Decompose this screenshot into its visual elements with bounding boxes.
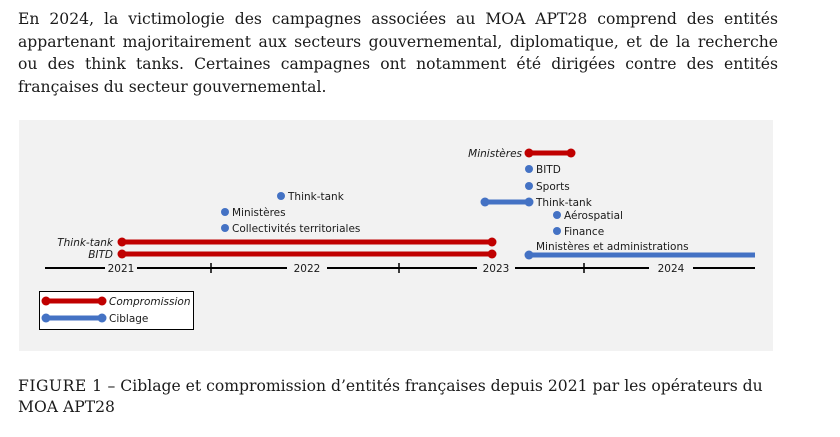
bar-start-dot (117, 249, 127, 259)
timeline-axis: 2021 2022 2023 2024 (45, 263, 755, 275)
point-bitd-2023: BITD (525, 164, 561, 176)
ciblage-dot (525, 182, 533, 190)
bar-end-dot (566, 148, 576, 158)
point-label: Sports (536, 181, 570, 193)
caption-label: FIGURE 1 (18, 377, 103, 395)
bar-thinktank-2023: Think-tank (480, 197, 593, 209)
legend-label-compromission: Compromission (109, 296, 190, 308)
bar-thinktank-2021: Think-tank (57, 237, 497, 249)
point-thinktank-2022: Think-tank (277, 191, 345, 203)
legend-dot (41, 296, 51, 306)
year-label-2024: 2024 (658, 263, 685, 275)
ciblage-dot (221, 208, 229, 216)
point-finance-2023: Finance (553, 226, 604, 238)
bar-bitd-2021: BITD (88, 249, 497, 261)
figure-caption: FIGURE 1 – Ciblage et compromission d’en… (18, 376, 778, 418)
legend-dot (41, 313, 51, 323)
point-label: Ministères (232, 207, 286, 219)
point-label: Collectivités territoriales (232, 223, 360, 235)
year-label-2022: 2022 (294, 263, 321, 275)
ciblage-dot (221, 224, 229, 232)
timeline-svg: 2021 2022 2023 2024 Think-tank BITD Thin… (39, 148, 755, 330)
point-label: Aérospatial (564, 210, 623, 222)
legend-dot (97, 296, 107, 306)
bar-start-dot (117, 237, 127, 247)
point-label: Finance (564, 226, 604, 238)
bar-label: Ministères (468, 148, 522, 160)
ciblage-dot (553, 227, 561, 235)
timeline-figure: 2021 2022 2023 2024 Think-tank BITD Thin… (19, 120, 773, 351)
bar-label: BITD (88, 249, 113, 261)
bar-ministeres-admin-2024: Ministères et administrations (524, 241, 755, 260)
caption-text: – Ciblage et compromission d’entités fra… (18, 377, 763, 416)
bar-label: Think-tank (535, 197, 593, 209)
body-paragraph: En 2024, la victimologie des campagnes a… (18, 10, 778, 96)
year-label-2021: 2021 (108, 263, 135, 275)
point-ministeres-2022: Ministères (221, 207, 286, 219)
bar-end-dot (487, 249, 497, 259)
point-label: BITD (536, 164, 561, 176)
bar-start-dot (524, 250, 534, 260)
legend: Compromission Ciblage (39, 291, 194, 330)
point-collectivites-2022: Collectivités territoriales (221, 223, 360, 235)
point-label: Think-tank (287, 191, 345, 203)
bar-ministeres-2023: Ministères (468, 148, 576, 160)
ciblage-dot (525, 165, 533, 173)
bar-start-dot (524, 148, 534, 158)
bar-label: Ministères et administrations (536, 241, 689, 253)
legend-dot (97, 313, 107, 323)
ciblage-dot (553, 211, 561, 219)
bar-end-dot (524, 197, 534, 207)
bar-label: Think-tank (57, 237, 114, 249)
legend-box (39, 291, 194, 330)
year-label-2023: 2023 (483, 263, 510, 275)
bar-end-dot (487, 237, 497, 247)
point-sports-2023: Sports (525, 181, 570, 193)
bar-start-dot (480, 197, 490, 207)
point-aerospatial-2023: Aérospatial (553, 210, 623, 222)
ciblage-dot (277, 192, 285, 200)
legend-label-ciblage: Ciblage (109, 313, 148, 325)
